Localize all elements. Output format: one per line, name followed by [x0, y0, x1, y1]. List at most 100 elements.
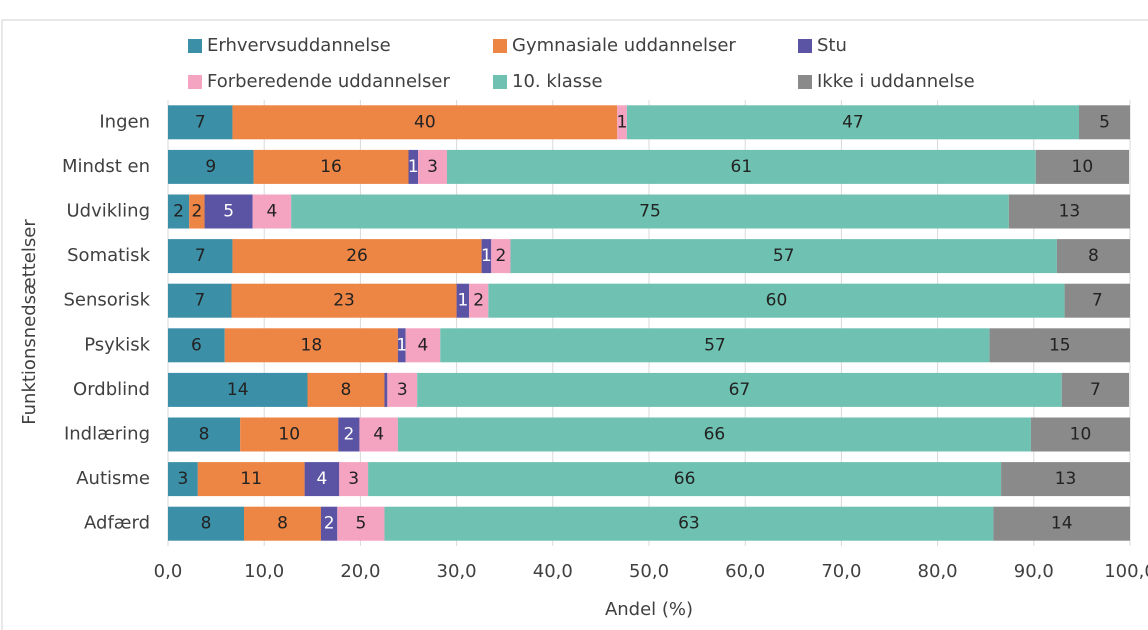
bar-segment — [446, 149, 1036, 184]
value-label: 63 — [678, 514, 700, 534]
legend-swatch — [493, 75, 507, 89]
bar-segment — [232, 239, 482, 274]
value-label: 66 — [704, 425, 726, 445]
bar-segment — [368, 462, 1002, 497]
bar-segment — [397, 328, 406, 363]
x-tick-label: 60,0 — [725, 561, 765, 582]
value-label: 2 — [324, 514, 335, 534]
legend-swatch — [493, 39, 507, 53]
legend-swatch — [188, 39, 202, 53]
value-label: 14 — [227, 380, 249, 400]
value-label: 66 — [674, 469, 696, 489]
y-tick-label: Indlæring — [64, 424, 150, 445]
bar-segment — [469, 283, 489, 318]
legend-swatch — [798, 39, 812, 53]
value-label: 3 — [348, 469, 359, 489]
x-tick-label: 100,0 — [1104, 561, 1148, 582]
bar-segment — [168, 506, 244, 541]
value-label: 8 — [341, 380, 352, 400]
value-label: 3 — [177, 469, 188, 489]
bar-segment — [243, 506, 321, 541]
bar-segment — [1064, 283, 1130, 318]
legend-label: 10. klasse — [512, 71, 603, 92]
value-label: 4 — [418, 335, 429, 355]
value-label: 75 — [639, 202, 661, 222]
bar-segment — [617, 105, 627, 140]
bar-segment — [397, 417, 1031, 452]
bar-segment — [320, 506, 338, 541]
x-tick-label: 10,0 — [244, 561, 284, 582]
bar-segment — [384, 372, 388, 407]
value-label: 18 — [301, 335, 323, 355]
y-tick-label: Psykisk — [84, 334, 150, 355]
value-label: 47 — [842, 112, 864, 132]
bar-segment — [384, 506, 994, 541]
bar-segment — [168, 149, 254, 184]
value-label: 6 — [191, 335, 202, 355]
value-label: 23 — [333, 291, 355, 311]
value-label: 57 — [773, 246, 795, 266]
value-label: 14 — [1051, 514, 1073, 534]
bar-segment — [481, 239, 492, 274]
value-label: 4 — [373, 425, 384, 445]
bar-segment — [339, 462, 369, 497]
value-label: 13 — [1059, 202, 1081, 222]
bar-segment — [204, 194, 253, 229]
bar-segment — [168, 462, 198, 497]
value-label: 2 — [495, 246, 506, 266]
value-label: 10 — [1070, 425, 1092, 445]
bar-segment — [989, 328, 1130, 363]
value-label: 1 — [617, 112, 628, 132]
chart-frame — [1, 19, 1148, 630]
value-label: 26 — [346, 246, 368, 266]
bar-segment — [189, 194, 205, 229]
x-tick-label: 40,0 — [533, 561, 573, 582]
value-label: 2 — [191, 202, 202, 222]
bar-segment — [232, 105, 618, 140]
bar-segment — [359, 417, 398, 452]
bar-segment — [417, 372, 1062, 407]
value-label: 15 — [1049, 335, 1071, 355]
bar-segment — [1001, 462, 1130, 497]
y-tick-label: Sensorisk — [63, 290, 150, 311]
legend-label: Ikke i uddannelse — [817, 71, 975, 92]
value-label: 3 — [397, 380, 408, 400]
y-tick-label: Ordblind — [73, 379, 150, 400]
value-label: 8 — [277, 514, 288, 534]
value-label: 7 — [1092, 291, 1103, 311]
bar-segment — [1008, 194, 1130, 229]
value-label: 7 — [1090, 380, 1101, 400]
x-tick-label: 80,0 — [918, 561, 958, 582]
value-label: 2 — [173, 202, 184, 222]
value-label: 9 — [205, 157, 216, 177]
value-label: 1 — [481, 246, 492, 266]
bar-segment — [440, 328, 990, 363]
value-label: 4 — [317, 469, 328, 489]
value-label: 8 — [201, 514, 212, 534]
value-label: 40 — [414, 112, 436, 132]
x-tick-label: 0,0 — [154, 561, 183, 582]
x-tick-label: 70,0 — [821, 561, 861, 582]
bar-segment — [1030, 417, 1130, 452]
value-label: 7 — [195, 112, 206, 132]
bar-segment — [197, 462, 305, 497]
bar-segment — [1061, 372, 1130, 407]
value-label: 5 — [355, 514, 366, 534]
value-label: 13 — [1055, 469, 1077, 489]
bar-segment — [408, 149, 419, 184]
value-label: 11 — [240, 469, 262, 489]
y-axis-title: Funktionsnedsættelser — [19, 219, 40, 425]
value-label: 1 — [408, 157, 419, 177]
legend-label: Forberedende uddannelser — [207, 71, 450, 92]
bar-segment — [168, 372, 308, 407]
x-tick-label: 20,0 — [340, 561, 380, 582]
bar-segment — [510, 239, 1057, 274]
value-label: 7 — [194, 291, 205, 311]
bar-segment — [291, 194, 1009, 229]
value-label: 3 — [427, 157, 438, 177]
bar-segment — [993, 506, 1130, 541]
value-label: 16 — [320, 157, 342, 177]
value-label: 5 — [1099, 112, 1110, 132]
y-tick-label: Autisme — [76, 468, 150, 489]
value-label: 61 — [731, 157, 753, 177]
